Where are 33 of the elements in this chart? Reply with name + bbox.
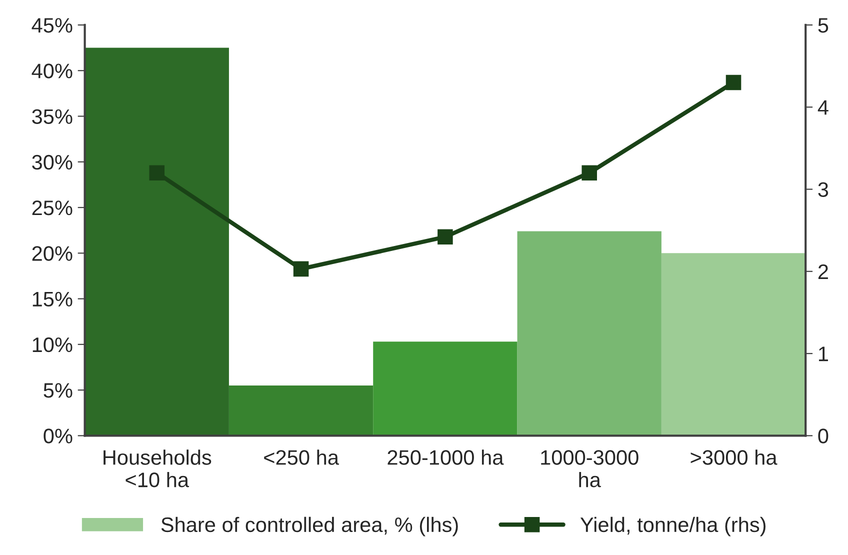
y2-tick-label: 4	[818, 100, 828, 115]
y2-tick-label: 0	[818, 428, 828, 444]
bar	[517, 231, 662, 436]
point	[582, 165, 597, 180]
y2-tick-label: 2	[818, 264, 828, 279]
legend-label: Share of controlled area, % (lhs)	[161, 516, 458, 536]
y-tick-label: 40%	[32, 64, 72, 78]
point	[293, 261, 309, 277]
y-tick-label: 10%	[32, 337, 72, 352]
bar	[661, 253, 806, 436]
y-tick-label: 5%	[44, 383, 72, 398]
y-tick-label: 20%	[32, 246, 72, 261]
point	[438, 229, 453, 245]
point	[149, 165, 165, 180]
y-tick-label: 35%	[32, 109, 72, 124]
bar	[373, 342, 518, 436]
x-tick-label: 250-1000 ha	[388, 450, 504, 465]
y-tick-label: 25%	[32, 200, 72, 216]
y-tick-label: 30%	[32, 154, 72, 170]
y2-tick-label: 3	[818, 182, 828, 198]
y2-tick-label: 5	[818, 18, 828, 33]
x-tick-label: Households <10 ha	[104, 450, 212, 488]
legend-label: Yield, tonne/ha (rhs)	[580, 516, 766, 536]
x-tick-label: <250 ha	[264, 450, 339, 465]
x-tick-label: 1000-3000 ha	[541, 450, 638, 488]
y-tick-label: 45%	[32, 18, 72, 33]
y2-tick-label: 1	[818, 346, 828, 362]
y-tick-label: 0%	[44, 428, 72, 444]
point	[726, 74, 742, 90]
bar	[84, 48, 229, 436]
bar	[228, 385, 374, 436]
y-tick-label: 15%	[32, 292, 72, 307]
x-tick-label: >3000 ha	[690, 450, 778, 465]
